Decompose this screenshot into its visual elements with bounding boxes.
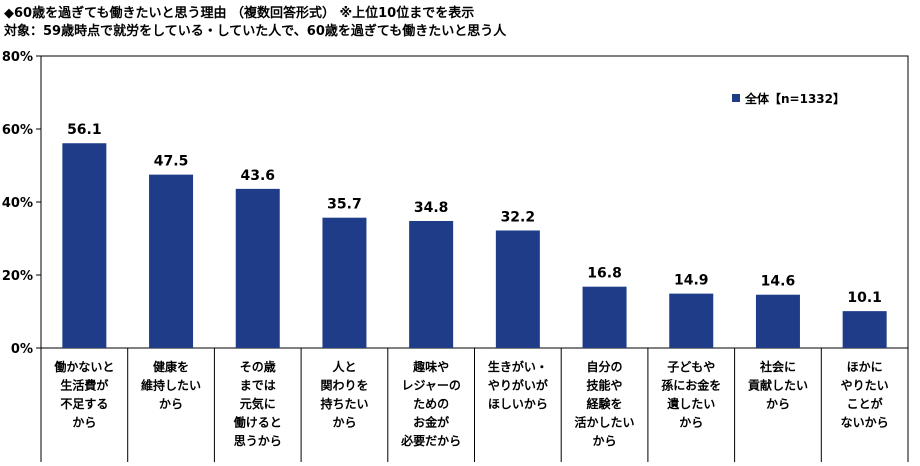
category-label: 持ちたい xyxy=(320,396,368,411)
y-tick-label: 0% xyxy=(11,342,33,357)
category-label: 思うから xyxy=(234,434,282,448)
category-label: 貢献したい xyxy=(748,378,808,393)
category-label: から xyxy=(159,397,183,411)
category-label: 活かしたい xyxy=(575,415,635,430)
bar xyxy=(582,286,627,348)
data-label: 56.1 xyxy=(67,122,102,138)
category-label: やりたい xyxy=(841,379,889,393)
category-label: ほかに xyxy=(847,360,883,374)
category-label: 遺したい xyxy=(666,396,715,411)
category-label: レジャーの xyxy=(401,379,460,393)
category-label: から xyxy=(679,416,703,430)
y-tick-label: 80% xyxy=(2,50,33,65)
bar xyxy=(409,220,454,348)
data-label: 43.6 xyxy=(240,168,275,184)
category-label: 関わりを xyxy=(320,379,368,393)
category-label: 働かないと xyxy=(53,359,114,374)
bar xyxy=(322,217,367,348)
category-label: 自分の xyxy=(587,359,623,374)
category-label: 社会に xyxy=(759,359,796,374)
bar xyxy=(62,143,107,348)
category-label: ことが xyxy=(847,396,883,411)
category-label: ほしいから xyxy=(488,397,548,411)
data-label: 35.7 xyxy=(327,197,362,213)
category-label: 経験を xyxy=(587,396,623,411)
category-label: その歳 xyxy=(240,359,276,374)
bar xyxy=(755,294,800,348)
category-label: 不足する xyxy=(60,397,108,411)
data-label: 14.9 xyxy=(674,273,709,289)
y-tick-label: 40% xyxy=(2,196,33,211)
category-label: 健康を xyxy=(153,359,189,374)
bar xyxy=(495,230,540,348)
bar xyxy=(669,293,714,348)
category-label: ための xyxy=(413,397,449,411)
category-label: から xyxy=(332,416,356,430)
category-label: 必要だから xyxy=(400,433,461,448)
category-label: やりがいが xyxy=(488,378,548,393)
legend-label: 全体【n=1332】 xyxy=(744,91,845,106)
category-label: お金が xyxy=(413,415,449,430)
chart-title: ◆60歳を過ぎても働きたいと思う理由 （複数回答形式） ※上位10位までを表示 xyxy=(4,6,475,21)
legend-swatch xyxy=(732,94,740,102)
category-label: 人と xyxy=(332,359,356,374)
category-label: 技能や xyxy=(587,378,623,393)
category-label: 維持したい xyxy=(141,378,201,393)
category-label: から xyxy=(766,397,790,411)
bar xyxy=(149,174,194,348)
data-label: 16.8 xyxy=(587,266,622,282)
data-label: 32.2 xyxy=(501,209,536,225)
data-label: 10.1 xyxy=(847,290,882,306)
y-tick-label: 60% xyxy=(2,123,33,138)
category-label: 孫にお金を xyxy=(661,378,721,393)
bar xyxy=(842,311,887,348)
category-label: までは xyxy=(240,379,276,393)
category-label: 元気に xyxy=(240,396,276,411)
category-label: 働けると xyxy=(233,415,282,430)
category-label: から xyxy=(593,434,617,448)
data-label: 34.8 xyxy=(414,200,449,216)
category-label: 趣味や xyxy=(412,359,449,374)
data-label: 14.6 xyxy=(761,274,796,290)
category-label: 生活費が xyxy=(60,378,108,393)
chart-subtitle: 対象：59歳時点で就労をしている・していた人で、60歳を過ぎても働きたいと思う人 xyxy=(4,24,507,39)
y-tick-label: 20% xyxy=(2,269,33,284)
category-label: から xyxy=(72,416,96,430)
category-label: ないから xyxy=(841,416,889,430)
category-label: 子どもや xyxy=(667,360,715,374)
bar xyxy=(235,188,280,348)
category-label: 生きがい・ xyxy=(488,359,548,374)
data-label: 47.5 xyxy=(154,154,189,170)
